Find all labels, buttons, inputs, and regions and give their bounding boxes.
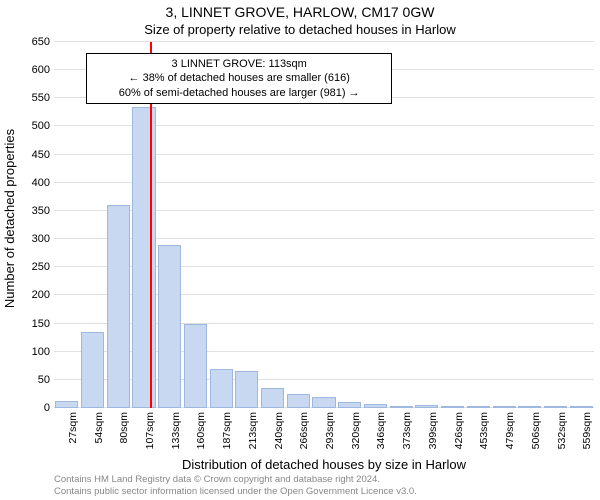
- x-tick-label: 479sqm: [504, 412, 516, 449]
- bar-slot: 559sqm: [568, 42, 594, 408]
- y-axis-label: Number of detached properties: [2, 0, 18, 436]
- bar-slot: 373sqm: [388, 42, 414, 408]
- plot-area: 0501001502002503003504004505005506006502…: [54, 42, 594, 408]
- bar: [415, 405, 438, 408]
- bar: [390, 406, 413, 408]
- x-tick-label: 293sqm: [324, 412, 336, 449]
- x-axis-label: Distribution of detached houses by size …: [54, 457, 594, 472]
- y-tick-label: 550: [32, 92, 50, 104]
- y-tick-label: 200: [32, 289, 50, 301]
- x-tick-label: 107sqm: [144, 412, 156, 449]
- x-tick-label: 453sqm: [478, 412, 490, 449]
- annotation-box: 3 LINNET GROVE: 113sqm← 38% of detached …: [86, 53, 392, 104]
- bar: [55, 401, 78, 408]
- x-tick-label: 27sqm: [67, 412, 79, 444]
- bar: [235, 371, 258, 408]
- bar-slot: 479sqm: [491, 42, 517, 408]
- bar: [570, 406, 593, 408]
- y-tick-label: 0: [44, 402, 50, 414]
- bar: [364, 404, 387, 409]
- x-tick-label: 160sqm: [195, 412, 207, 449]
- y-tick-label: 400: [32, 177, 50, 189]
- y-tick-label: 600: [32, 64, 50, 76]
- annotation-line: ← 38% of detached houses are smaller (61…: [93, 71, 385, 85]
- bar: [261, 388, 284, 408]
- y-axis-label-text: Number of detached properties: [3, 128, 18, 307]
- bar: [441, 406, 464, 408]
- x-tick-label: 80sqm: [118, 412, 130, 444]
- y-tick-label: 150: [32, 318, 50, 330]
- bar-slot: 506sqm: [517, 42, 543, 408]
- y-tick-label: 100: [32, 346, 50, 358]
- x-tick-label: 54sqm: [93, 412, 105, 444]
- x-tick-label: 187sqm: [221, 412, 233, 449]
- x-tick-label: 559sqm: [581, 412, 593, 449]
- bar-slot: 27sqm: [54, 42, 80, 408]
- attribution-line1: Contains HM Land Registry data © Crown c…: [54, 474, 594, 486]
- annotation-line: 60% of semi-detached houses are larger (…: [93, 86, 385, 100]
- bar: [287, 394, 310, 408]
- x-tick-label: 373sqm: [401, 412, 413, 449]
- x-tick-label: 320sqm: [350, 412, 362, 449]
- x-tick-label: 266sqm: [298, 412, 310, 449]
- chart-title-line2: Size of property relative to detached ho…: [0, 22, 600, 37]
- y-tick-label: 300: [32, 233, 50, 245]
- y-tick-label: 450: [32, 149, 50, 161]
- bar: [518, 406, 541, 408]
- bar: [467, 406, 490, 408]
- bar-slot: 426sqm: [440, 42, 466, 408]
- bar: [81, 332, 104, 408]
- bar: [312, 397, 335, 408]
- y-tick-label: 500: [32, 120, 50, 132]
- bar: [338, 402, 361, 408]
- x-tick-label: 133sqm: [170, 412, 182, 449]
- annotation-line: 3 LINNET GROVE: 113sqm: [93, 57, 385, 71]
- bar: [544, 406, 567, 408]
- x-tick-label: 426sqm: [453, 412, 465, 449]
- figure: 3, LINNET GROVE, HARLOW, CM17 0GW Size o…: [0, 0, 600, 500]
- y-tick-label: 50: [38, 374, 50, 386]
- chart-title-line1: 3, LINNET GROVE, HARLOW, CM17 0GW: [0, 4, 600, 20]
- attribution-line2: Contains public sector information licen…: [54, 486, 594, 498]
- bar: [107, 205, 130, 408]
- bar: [210, 369, 233, 408]
- attribution: Contains HM Land Registry data © Crown c…: [54, 474, 594, 498]
- bar-slot: 532sqm: [543, 42, 569, 408]
- x-tick-label: 213sqm: [247, 412, 259, 449]
- x-tick-label: 506sqm: [530, 412, 542, 449]
- bar-slot: 399sqm: [414, 42, 440, 408]
- y-tick-label: 250: [32, 261, 50, 273]
- x-tick-label: 240sqm: [273, 412, 285, 449]
- y-tick-label: 650: [32, 36, 50, 48]
- x-tick-label: 532sqm: [556, 412, 568, 449]
- bar: [493, 406, 516, 408]
- bar: [184, 324, 207, 408]
- y-tick-label: 350: [32, 205, 50, 217]
- bar-slot: 453sqm: [466, 42, 492, 408]
- x-tick-label: 399sqm: [427, 412, 439, 449]
- bar: [158, 245, 181, 408]
- x-tick-label: 346sqm: [375, 412, 387, 449]
